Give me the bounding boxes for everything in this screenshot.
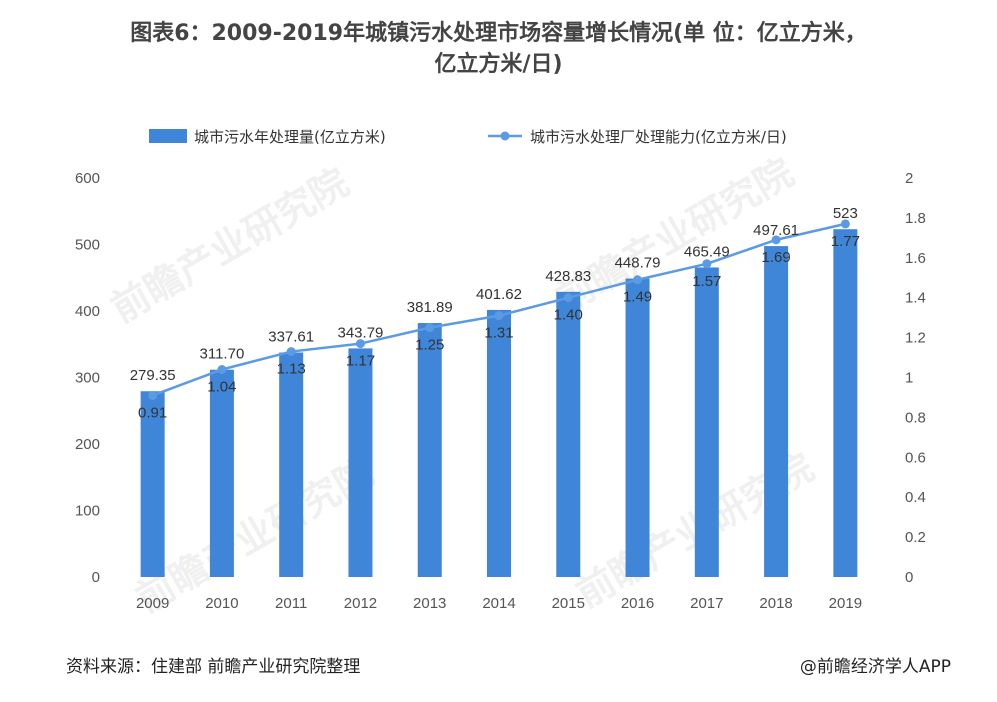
y-right-tick-label: 2 [905,170,913,187]
y-left-tick-label: 500 [75,237,100,254]
y-right-tick-label: 1 [905,370,913,387]
line-point [840,219,850,229]
line-data-label: 1.04 [207,379,236,396]
y-right-tick-label: 0.4 [905,489,926,506]
x-tick-label: 2017 [690,595,723,612]
line-data-label: 1.13 [277,361,306,378]
line-point [633,275,643,285]
line-point [563,293,573,303]
x-tick-label: 2010 [205,595,238,612]
bar [487,309,511,577]
line-data-label: 1.17 [346,353,375,370]
y-right-tick-label: 1.6 [905,250,926,267]
bar-data-label: 523 [833,205,858,222]
bar-data-label: 311.70 [200,346,245,363]
legend-bar-label: 城市污水年处理量(亿立方米) [194,128,386,146]
bar [556,291,581,577]
x-tick-label: 2015 [552,595,585,612]
bar-data-label: 448.79 [615,255,661,272]
line-data-label: 1.49 [623,289,652,306]
y-right-tick-label: 1.4 [905,290,926,307]
y-right-tick-label: 0.2 [905,529,926,546]
y-left-tick-label: 400 [75,303,100,320]
y-right-tick-label: 1.2 [905,330,926,347]
title-line-2: 亿立方米/日) [434,52,563,77]
legend-bar-swatch [149,129,187,143]
bar [279,352,304,577]
bar [833,229,858,577]
x-tick-label: 2009 [136,595,169,612]
line-data-label: 1.40 [554,307,583,324]
bar-data-label: 428.83 [545,268,591,285]
line-point [217,365,227,375]
credit-note: @前瞻经济学人APP [799,657,951,677]
x-tick-label: 2011 [275,595,307,612]
bar [348,348,373,577]
y-right-tick-label: 0 [905,569,913,586]
bar [764,246,789,577]
bar [625,278,650,577]
bar [209,369,234,577]
x-tick-label: 2013 [413,595,446,612]
line-data-label: 1.57 [692,273,721,290]
bar [140,391,165,577]
y-left-tick-label: 600 [75,170,100,187]
bar-data-label: 337.61 [268,328,314,345]
y-left-tick-label: 100 [75,503,100,520]
y-left-tick-label: 0 [92,569,100,586]
line-point [286,347,296,357]
line-point [494,311,504,321]
title-line-1: 图表6：2009-2019年城镇污水处理市场容量增长情况(单 位：亿立方米， [130,21,867,46]
bar [417,323,442,577]
line-data-label: 1.77 [831,233,860,250]
bar-data-label: 465.49 [684,243,730,260]
bar-data-label: 279.35 [130,367,176,384]
bar-data-label: 381.89 [407,299,453,316]
line-data-label: 1.25 [415,337,444,354]
line-point [355,339,365,349]
y-right-tick-label: 1.8 [905,210,926,227]
x-tick-label: 2018 [759,595,792,612]
line-data-label: 0.91 [138,404,167,421]
legend-line-marker [500,131,510,141]
line-data-label: 1.31 [484,325,513,342]
legend-line-label: 城市污水处理厂处理能力(亿立方米/日) [530,128,787,146]
line-point [702,259,712,269]
bar-data-label: 401.62 [476,286,522,303]
y-left-tick-label: 300 [75,370,100,387]
bar-data-label: 497.61 [753,222,799,239]
bar-data-label: 343.79 [338,324,384,341]
line-point [148,390,158,400]
source-note: 资料来源：住建部 前瞻产业研究院整理 [66,657,361,677]
x-tick-label: 2012 [344,595,377,612]
x-tick-label: 2016 [621,595,654,612]
x-tick-label: 2014 [482,595,515,612]
y-right-tick-label: 0.6 [905,449,926,466]
y-right-tick-label: 0.8 [905,409,926,426]
y-left-tick-label: 200 [75,436,100,453]
line-point [771,235,781,245]
bar [694,267,719,577]
chart-title: 图表6：2009-2019年城镇污水处理市场容量增长情况(单 位：亿立方米， 亿… [0,18,997,80]
line-data-label: 1.69 [761,249,790,266]
x-tick-label: 2019 [829,595,862,612]
line-point [425,323,435,333]
